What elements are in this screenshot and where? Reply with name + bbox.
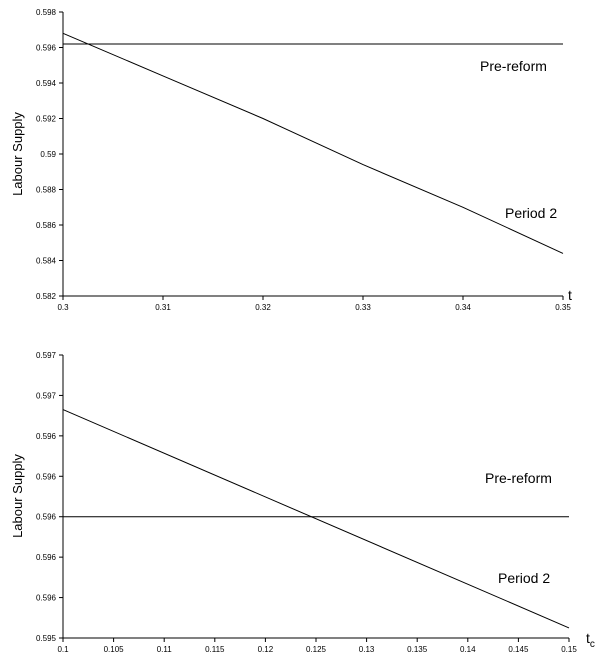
chart-1-y-tick-label: 0.594 [36,79,57,88]
chart-2-x-tick-label: 0.145 [508,645,529,654]
chart-1-ticks: 0.582 0.584 0.586 0.588 0.59 0.592 0.594 0.596 0… [36,8,571,312]
chart-2-x-tick-label: 0.15 [561,645,577,654]
chart-1-x-tick-label: 0.33 [355,303,371,312]
chart-1-y-tick-label: 0.582 [36,292,57,301]
chart-2-series [62,409,570,629]
chart-2-x-variable: tc [586,630,595,650]
chart-2-x-variable-base: t [586,630,590,646]
chart-2-y-axis-title: Labour Supply [10,454,25,538]
chart-2-period-2-label: Period 2 [498,570,550,586]
chart-2-y-tick-label: 0.596 [36,594,57,603]
chart-1-series [62,32,564,254]
chart-1-x-tick-label: 0.3 [57,303,69,312]
chart-1-y-tick-label: 0.586 [36,221,57,230]
chart-1-period-2-label: Period 2 [505,205,557,221]
chart-1: Labour Supply t 0.582 0.584 0.586 0.588 0.59… [10,8,572,312]
chart-1-y-tick-label: 0.596 [36,44,57,53]
chart-1-x-variable: t [568,287,572,303]
chart-2-y-tick-label: 0.596 [36,553,57,562]
chart-2-y-tick-label: 0.596 [36,472,57,481]
chart-1-y-tick-label: 0.59 [40,150,56,159]
chart-1-x-tick-label: 0.31 [155,303,171,312]
chart-2: Labour Supply tc 0.5950.5960.5960.5960.5… [10,351,595,654]
chart-2-x-tick-label: 0.135 [407,645,428,654]
chart-1-x-tick-label: 0.34 [455,303,471,312]
chart-2-x-tick-label: 0.11 [157,645,173,654]
chart-1-x-tick-label: 0.35 [555,303,571,312]
chart-2-y-tick-label: 0.595 [36,634,57,643]
chart-1-x-tick-label: 0.32 [255,303,271,312]
chart-2-y-tick-label: 0.597 [36,391,57,400]
chart-2-pre-reform-label: Pre-reform [485,470,552,486]
chart-1-series-period-2 [62,32,564,254]
chart-2-y-tick-label: 0.597 [36,351,57,360]
chart-1-y-tick-label: 0.588 [36,186,57,195]
chart-1-y-tick-label: 0.598 [36,8,57,17]
chart-2-y-tick-label: 0.596 [36,432,57,441]
chart-2-x-tick-label: 0.115 [205,645,225,654]
chart-2-x-tick-label: 0.105 [104,645,125,654]
chart-2-x-variable-subscript: c [590,639,595,650]
chart-1-y-tick-label: 0.584 [36,257,57,266]
chart-2-y-tick-label: 0.596 [36,513,57,522]
chart-2-x-tick-label: 0.14 [460,645,476,654]
chart-2-x-tick-label: 0.125 [306,645,327,654]
chart-2-x-tick-label: 0.13 [359,645,375,654]
chart-2-x-tick-label: 0.1 [57,645,69,654]
chart-2-series-period-2 [62,409,570,629]
chart-1-y-axis-title: Labour Supply [10,112,25,196]
chart-1-pre-reform-label: Pre-reform [480,58,547,74]
chart-2-x-tick-label: 0.12 [258,645,274,654]
chart-1-y-tick-label: 0.592 [36,115,57,124]
chart-2-ticks: 0.595 0.596 0.596 0.596 0.596 0.596 0.597 0.597… [36,351,577,654]
